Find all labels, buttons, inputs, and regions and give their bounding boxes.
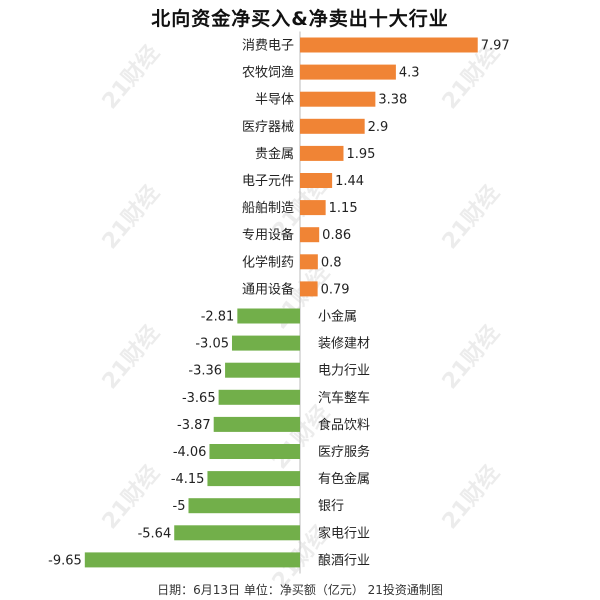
category-label-7: 专用设备 xyxy=(242,227,294,243)
value-label-12: -3.36 xyxy=(188,364,222,379)
category-label-10: 小金属 xyxy=(318,309,357,325)
category-label-5: 电子元件 xyxy=(242,174,294,189)
bar-0 xyxy=(300,37,478,53)
chart-title: 北向资金净买入&净卖出十大行业 xyxy=(151,8,449,30)
bar-3 xyxy=(300,118,365,134)
category-label-12: 电力行业 xyxy=(318,364,370,379)
category-label-11: 装修建材 xyxy=(318,337,370,352)
value-label-13: -3.65 xyxy=(182,391,216,406)
bar-11 xyxy=(231,335,300,351)
value-label-15: -4.06 xyxy=(173,445,207,460)
category-label-16: 有色金属 xyxy=(318,471,370,487)
bar-19 xyxy=(84,552,301,568)
value-label-19: -9.65 xyxy=(48,553,82,568)
value-label-6: 1.15 xyxy=(329,201,358,216)
bar-18 xyxy=(174,525,300,541)
value-label-16: -4.15 xyxy=(171,472,205,487)
category-label-9: 通用设备 xyxy=(242,281,294,297)
category-label-6: 船舶制造 xyxy=(242,200,294,216)
category-label-0: 消费电子 xyxy=(242,39,294,54)
bar-15 xyxy=(209,444,300,459)
category-label-17: 银行 xyxy=(318,499,344,514)
bar-16 xyxy=(207,471,300,487)
value-label-11: -3.05 xyxy=(195,337,229,352)
category-label-8: 化学制药 xyxy=(242,254,294,270)
bar-13 xyxy=(218,389,300,405)
category-label-14: 食品饮料 xyxy=(318,417,370,433)
value-label-5: 1.44 xyxy=(335,174,364,189)
value-label-0: 7.97 xyxy=(481,39,510,54)
value-label-18: -5.64 xyxy=(138,526,172,541)
chart-footer: 日期：6月13日 单位：净买额（亿元） 21投资通制图 xyxy=(157,583,443,597)
category-label-2: 半导体 xyxy=(255,93,294,108)
bar-12 xyxy=(225,362,300,378)
bar-10 xyxy=(237,308,300,324)
bar-6 xyxy=(300,200,326,216)
category-label-1: 农牧饲渔 xyxy=(242,66,294,81)
bars-layer xyxy=(84,31,478,574)
bar-9 xyxy=(300,281,318,297)
category-label-19: 酿酒行业 xyxy=(318,552,370,568)
bar-17 xyxy=(188,498,300,514)
value-label-4: 1.95 xyxy=(346,147,375,162)
category-label-18: 家电行业 xyxy=(318,525,370,541)
bar-8 xyxy=(300,254,318,270)
value-label-9: 0.79 xyxy=(321,282,350,297)
value-label-7: 0.86 xyxy=(322,228,351,243)
category-label-13: 汽车整车 xyxy=(318,390,370,406)
value-label-3: 2.9 xyxy=(368,120,389,135)
bar-1 xyxy=(300,64,396,80)
category-label-15: 医疗服务 xyxy=(318,444,370,460)
bar-7 xyxy=(300,227,320,243)
value-label-10: -2.81 xyxy=(201,310,235,325)
value-label-1: 4.3 xyxy=(399,66,420,81)
category-label-3: 医疗器械 xyxy=(242,120,294,135)
bar-4 xyxy=(300,145,344,161)
category-label-4: 贵金属 xyxy=(255,146,294,162)
value-label-2: 3.38 xyxy=(378,93,407,108)
labels-layer: 消费电子 7.97 农牧饲渔 4.3 半导体 3.38 医疗器械 2.9 贵金属 1.95 电子元件… xyxy=(48,39,510,569)
bar-5 xyxy=(300,173,333,188)
bar-14 xyxy=(213,416,300,432)
value-label-17: -5 xyxy=(173,499,186,514)
value-label-14: -3.87 xyxy=(177,418,211,433)
bar-2 xyxy=(300,91,376,107)
value-label-8: 0.8 xyxy=(321,255,342,270)
